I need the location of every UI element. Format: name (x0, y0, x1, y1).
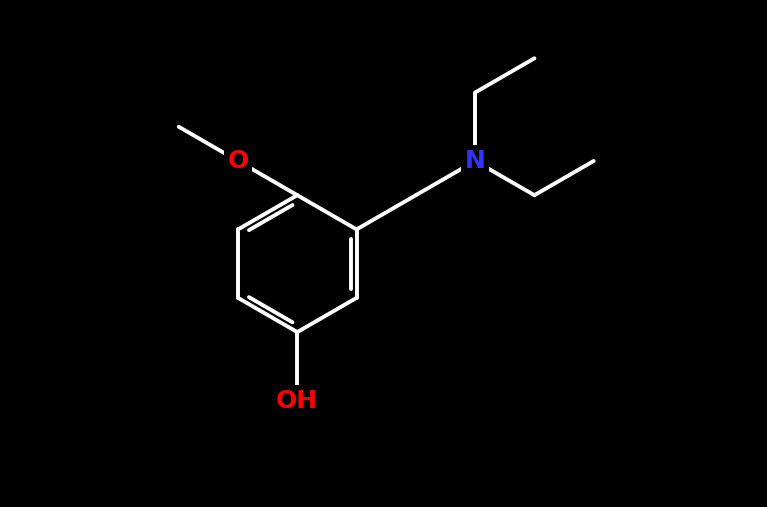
Text: OH: OH (276, 388, 318, 413)
Text: O: O (227, 149, 249, 173)
Text: N: N (465, 149, 486, 173)
